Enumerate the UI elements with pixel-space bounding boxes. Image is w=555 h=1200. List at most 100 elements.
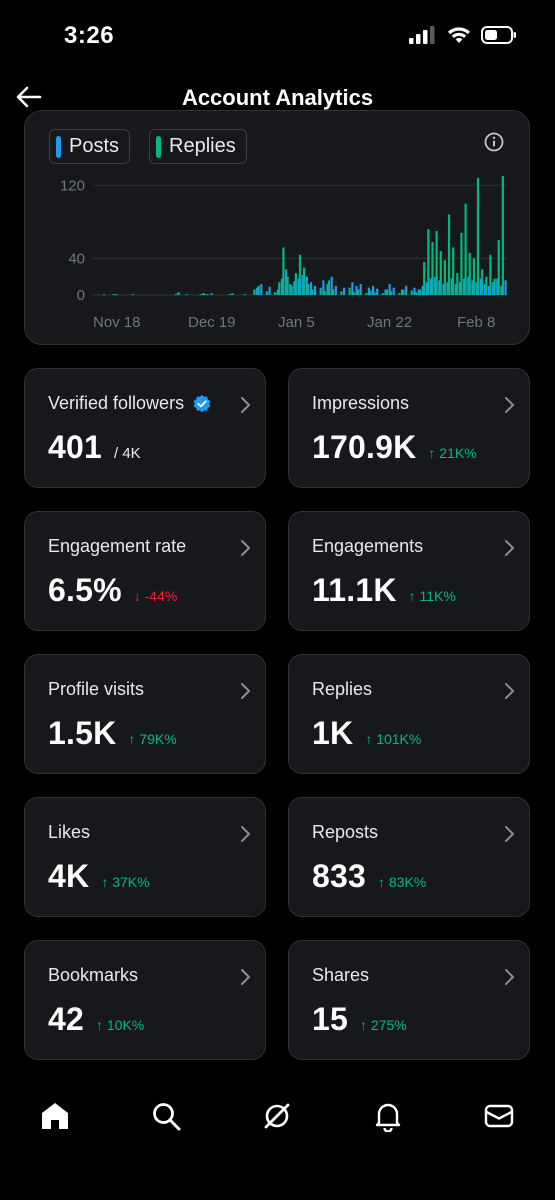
- posts-bar: [487, 285, 491, 295]
- replies-bar: [356, 289, 360, 295]
- nav-grok[interactable]: [260, 1099, 294, 1133]
- posts-bar: [334, 285, 337, 295]
- verified-badge-icon: [193, 394, 211, 412]
- metric-delta: ↑ 275%: [360, 1017, 407, 1033]
- metric-delta: ↑ 101K%: [365, 731, 422, 747]
- x-tick-label: Jan 5: [278, 314, 315, 331]
- replies-bar: [447, 214, 451, 295]
- posts-bar: [421, 285, 424, 295]
- bottom-nav: [0, 1085, 555, 1147]
- posts-bar: [206, 294, 209, 296]
- posts-bar: [131, 294, 135, 296]
- replies-bar: [228, 294, 231, 296]
- nav-search[interactable]: [149, 1099, 183, 1133]
- metric-label-row: Likes: [48, 822, 90, 843]
- x-tick-label: Jan 22: [367, 314, 412, 331]
- metric-card-shares[interactable]: Shares 15 ↑ 275%: [288, 940, 530, 1060]
- status-icons: [409, 26, 517, 44]
- metric-label: Profile visits: [48, 679, 145, 699]
- metric-card-profile-visits[interactable]: Profile visits 1.5K ↑ 79K%: [24, 654, 266, 774]
- posts-bar: [446, 282, 449, 295]
- x-tick-label: Feb 8: [457, 314, 495, 331]
- replies-bar: [253, 289, 256, 295]
- home-icon: [42, 1103, 68, 1129]
- header: Account Analytics: [0, 72, 555, 128]
- nav-notifications[interactable]: [371, 1099, 405, 1133]
- metric-value: 1.5K: [48, 715, 117, 751]
- posts-bar: [326, 284, 329, 295]
- replies-bar: [456, 273, 459, 295]
- activity-chart: 120 40 0 Nov 18 Dec 19 Jan 5 Jan 22 Feb 8: [60, 176, 507, 331]
- posts-bar: [467, 276, 470, 295]
- replies-bar: [348, 287, 351, 295]
- replies-bar: [398, 293, 401, 295]
- metric-card-verified-followers[interactable]: Verified followers 401 / 4K: [24, 368, 266, 488]
- replies-bar: [501, 176, 504, 295]
- legend-replies-label: Replies: [169, 135, 236, 157]
- legend-replies[interactable]: Replies: [149, 129, 247, 164]
- replies-bar: [319, 287, 322, 295]
- metric-label: Verified followers: [48, 393, 185, 413]
- nav-home[interactable]: [38, 1099, 72, 1133]
- mail-icon: [484, 1104, 514, 1128]
- posts-swatch: [56, 135, 61, 158]
- replies-bar: [485, 276, 488, 295]
- replies-bar: [332, 289, 335, 295]
- posts-bar: [301, 274, 304, 295]
- metric-card-impressions[interactable]: Impressions 170.9K ↑ 21K%: [288, 368, 530, 488]
- y-tick-label: 40: [68, 250, 85, 267]
- posts-bar: [102, 294, 106, 296]
- metric-value-row: 833 ↑ 83K%: [312, 858, 426, 895]
- posts-bar: [376, 288, 379, 295]
- metric-card-engagement-rate[interactable]: Engagement rate 6.5% ↓ -44%: [24, 511, 266, 631]
- posts-bar: [417, 289, 420, 295]
- metric-delta: ↑ 10K%: [96, 1017, 145, 1033]
- metric-card-engagements[interactable]: Engagements 11.1K ↑ 11K%: [288, 511, 530, 631]
- posts-bar: [471, 280, 474, 295]
- posts-bar: [463, 278, 466, 295]
- metric-card-reposts[interactable]: Reposts 833 ↑ 83K%: [288, 797, 530, 917]
- status-bar: 3:26: [0, 0, 555, 72]
- search-icon: [153, 1103, 181, 1131]
- back-button[interactable]: [12, 80, 46, 114]
- metric-value: 6.5%: [48, 572, 122, 608]
- signal-icon: [409, 26, 435, 44]
- metric-delta: ↑ 37K%: [101, 874, 150, 890]
- replies-bar: [294, 273, 297, 295]
- metric-card-replies[interactable]: Replies 1K ↑ 101K%: [288, 654, 530, 774]
- nav-messages[interactable]: [482, 1099, 516, 1133]
- replies-bar: [385, 289, 389, 295]
- metric-delta: ↑ 79K%: [128, 731, 177, 747]
- posts-bar: [185, 294, 188, 296]
- posts-bar: [479, 278, 482, 295]
- posts-bar: [458, 282, 462, 295]
- replies-bar: [274, 292, 277, 295]
- metric-value: 1K: [312, 715, 354, 751]
- metric-card-bookmarks[interactable]: Bookmarks 42 ↑ 10K%: [24, 940, 266, 1060]
- replies-bar: [414, 292, 418, 295]
- chevron-right-icon: [241, 397, 250, 413]
- posts-bar: [450, 278, 453, 295]
- chevron-right-icon: [505, 397, 514, 413]
- legend-posts[interactable]: Posts: [49, 129, 131, 164]
- posts-bar: [442, 284, 445, 295]
- replies-bar: [497, 240, 500, 295]
- replies-bar: [472, 258, 475, 295]
- metric-value: 401: [48, 429, 102, 465]
- metric-label-row: Impressions: [312, 393, 409, 414]
- replies-bar: [452, 247, 455, 295]
- replies-bar: [373, 292, 376, 295]
- info-icon[interactable]: [483, 131, 505, 153]
- metric-card-likes[interactable]: Likes 4K ↑ 37K%: [24, 797, 266, 917]
- metric-value-row: 11.1K ↑ 11K%: [312, 572, 456, 609]
- posts-bar: [367, 287, 371, 295]
- back-arrow-icon: [16, 86, 42, 108]
- posts-bar: [388, 284, 391, 295]
- replies-bar: [278, 282, 281, 295]
- metric-label-row: Replies: [312, 679, 372, 700]
- posts-bar: [454, 284, 457, 295]
- replies-bar: [468, 252, 471, 295]
- metric-value-row: 401 / 4K: [48, 429, 141, 466]
- replies-bar: [410, 290, 413, 295]
- chevron-right-icon: [505, 683, 514, 699]
